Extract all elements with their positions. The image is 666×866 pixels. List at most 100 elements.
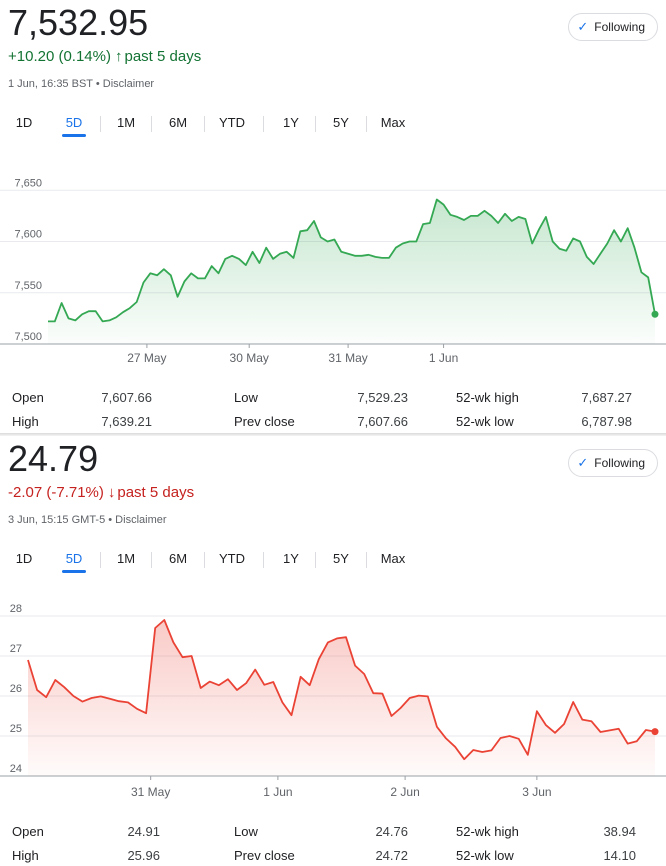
tab-range-1m[interactable]: 1M xyxy=(106,112,146,136)
stat-value-high: 25.96 xyxy=(127,848,160,863)
x-tick-label: 2 Jun xyxy=(390,785,419,799)
stock-card-1: 7,532.95 +10.20 (0.14%) ↑ past 5 days 1 Ju… xyxy=(0,2,666,429)
tab-range-5d[interactable]: 5D xyxy=(54,548,94,573)
x-tick-label: 1 Jun xyxy=(263,785,292,799)
price-change: +10.20 (0.14%) ↑ past 5 days xyxy=(8,48,201,65)
following-button[interactable]: ✓ Following xyxy=(568,13,658,41)
stat-value-high: 7,639.21 xyxy=(101,414,152,429)
x-tick-label: 31 May xyxy=(328,351,367,365)
change-period: past 5 days xyxy=(124,48,202,65)
tab-divider xyxy=(366,116,367,132)
following-button[interactable]: ✓ Following xyxy=(568,449,658,477)
tab-label: 5Y xyxy=(333,551,349,566)
stat-label-prev-close: Prev close xyxy=(234,848,295,863)
y-tick-label: 28 xyxy=(10,603,22,615)
last-point-marker xyxy=(651,728,659,736)
tab-divider xyxy=(315,552,316,568)
tab-divider xyxy=(315,116,316,132)
tab-range-5y[interactable]: 5Y xyxy=(321,548,361,572)
stat-value-prev-close: 24.72 xyxy=(375,848,408,863)
change-value: +10.20 (0.14%) xyxy=(8,48,111,65)
x-tick-label: 27 May xyxy=(127,351,166,365)
arrow-up-icon: ↑ xyxy=(115,48,123,65)
card-divider xyxy=(0,433,666,436)
tab-divider xyxy=(366,552,367,568)
timestamp-disclaimer[interactable]: 1 Jun, 16:35 BST • Disclaimer xyxy=(8,78,155,90)
tab-range-5d[interactable]: 5D xyxy=(54,112,94,137)
stat-value-52wk-low: 6,787.98 xyxy=(581,414,632,429)
series-area xyxy=(28,620,655,776)
tab-divider xyxy=(151,116,152,132)
x-tick-label: 3 Jun xyxy=(522,785,551,799)
last-point-marker xyxy=(651,310,659,318)
y-tick-label: 7,500 xyxy=(14,331,42,343)
x-tick-label: 30 May xyxy=(230,351,269,365)
x-tick-label: 1 Jun xyxy=(429,351,458,365)
tab-label: 1M xyxy=(116,115,136,130)
stat-value-52wk-high: 38.94 xyxy=(603,824,636,839)
tab-label: 6M xyxy=(168,551,188,566)
change-period: past 5 days xyxy=(117,484,195,501)
arrow-down-icon: ↓ xyxy=(107,484,116,501)
series-area xyxy=(48,199,655,344)
range-tabs: 1D 5D 1M 6M YTD 1Y 5Y Max xyxy=(0,112,420,138)
tab-label: 5D xyxy=(65,115,83,130)
tab-range-1y[interactable]: 1Y xyxy=(271,112,311,136)
tab-label: 1D xyxy=(15,115,33,130)
stat-label-52wk-low: 52-wk low xyxy=(456,414,514,429)
following-label: Following xyxy=(594,456,645,470)
tab-range-1m[interactable]: 1M xyxy=(106,548,146,572)
series-line xyxy=(27,619,656,761)
tab-divider xyxy=(263,552,264,568)
y-tick-label: 24 xyxy=(10,763,22,775)
tab-range-ytd[interactable]: YTD xyxy=(212,548,252,572)
stat-value-open: 24.91 xyxy=(127,824,160,839)
tab-range-ytd[interactable]: YTD xyxy=(212,112,252,136)
stat-value-low: 7,529.23 xyxy=(357,390,408,405)
active-tab-indicator xyxy=(62,134,86,137)
tab-range-6m[interactable]: 6M xyxy=(158,548,198,572)
tab-range-max[interactable]: Max xyxy=(373,548,413,572)
tab-divider xyxy=(151,552,152,568)
tab-range-1y[interactable]: 1Y xyxy=(271,548,311,572)
tab-label: YTD xyxy=(219,115,245,130)
price-chart[interactable]: 7,500 7,550 7,600 7,650 27 May 30 May 31 May 1 … xyxy=(0,160,666,375)
tab-label: 5D xyxy=(65,551,83,566)
y-tick-label: 7,550 xyxy=(14,280,42,292)
price-change: -2.07 (-7.71%) ↓ past 5 days xyxy=(8,484,194,501)
change-value: -2.07 (-7.71%) xyxy=(8,484,104,501)
price-chart[interactable]: 24 25 26 27 28 31 May 1 Jun 2 Jun 3 Jun xyxy=(0,596,666,811)
current-price: 24.79 xyxy=(8,438,99,479)
stat-value-low: 24.76 xyxy=(375,824,408,839)
tab-range-max[interactable]: Max xyxy=(373,112,413,136)
tab-divider xyxy=(204,552,205,568)
stat-value-52wk-high: 7,687.27 xyxy=(581,390,632,405)
tab-divider xyxy=(204,116,205,132)
stat-value-prev-close: 7,607.66 xyxy=(357,414,408,429)
stat-value-52wk-low: 14.10 xyxy=(603,848,636,863)
y-tick-label: 7,650 xyxy=(14,177,42,189)
tab-range-6m[interactable]: 6M xyxy=(158,112,198,136)
tab-label: 1Y xyxy=(283,551,299,566)
stat-label-high: High xyxy=(12,414,39,429)
check-icon: ✓ xyxy=(577,455,589,470)
tab-label: 1M xyxy=(116,551,136,566)
tab-divider xyxy=(100,116,101,132)
tab-range-5y[interactable]: 5Y xyxy=(321,112,361,136)
stock-card-2: 24.79 -2.07 (-7.71%) ↓ past 5 days 3 Jun, … xyxy=(0,436,666,866)
tab-label: 5Y xyxy=(333,115,349,130)
range-tabs: 1D 5D 1M 6M YTD 1Y 5Y Max xyxy=(0,548,420,574)
check-icon: ✓ xyxy=(577,19,589,34)
stat-label-open: Open xyxy=(12,390,44,405)
stat-label-52wk-high: 52-wk high xyxy=(456,390,519,405)
tab-label: 1D xyxy=(15,551,33,566)
stat-value-open: 7,607.66 xyxy=(101,390,152,405)
tab-range-1d[interactable]: 1D xyxy=(4,112,44,136)
tab-range-1d[interactable]: 1D xyxy=(4,548,44,572)
y-tick-label: 7,600 xyxy=(14,229,42,241)
stat-label-high: High xyxy=(12,848,39,863)
stat-label-prev-close: Prev close xyxy=(234,414,295,429)
tab-label: 1Y xyxy=(283,115,299,130)
timestamp-disclaimer[interactable]: 3 Jun, 15:15 GMT-5 • Disclaimer xyxy=(8,514,167,526)
x-tick-label: 31 May xyxy=(131,785,170,799)
